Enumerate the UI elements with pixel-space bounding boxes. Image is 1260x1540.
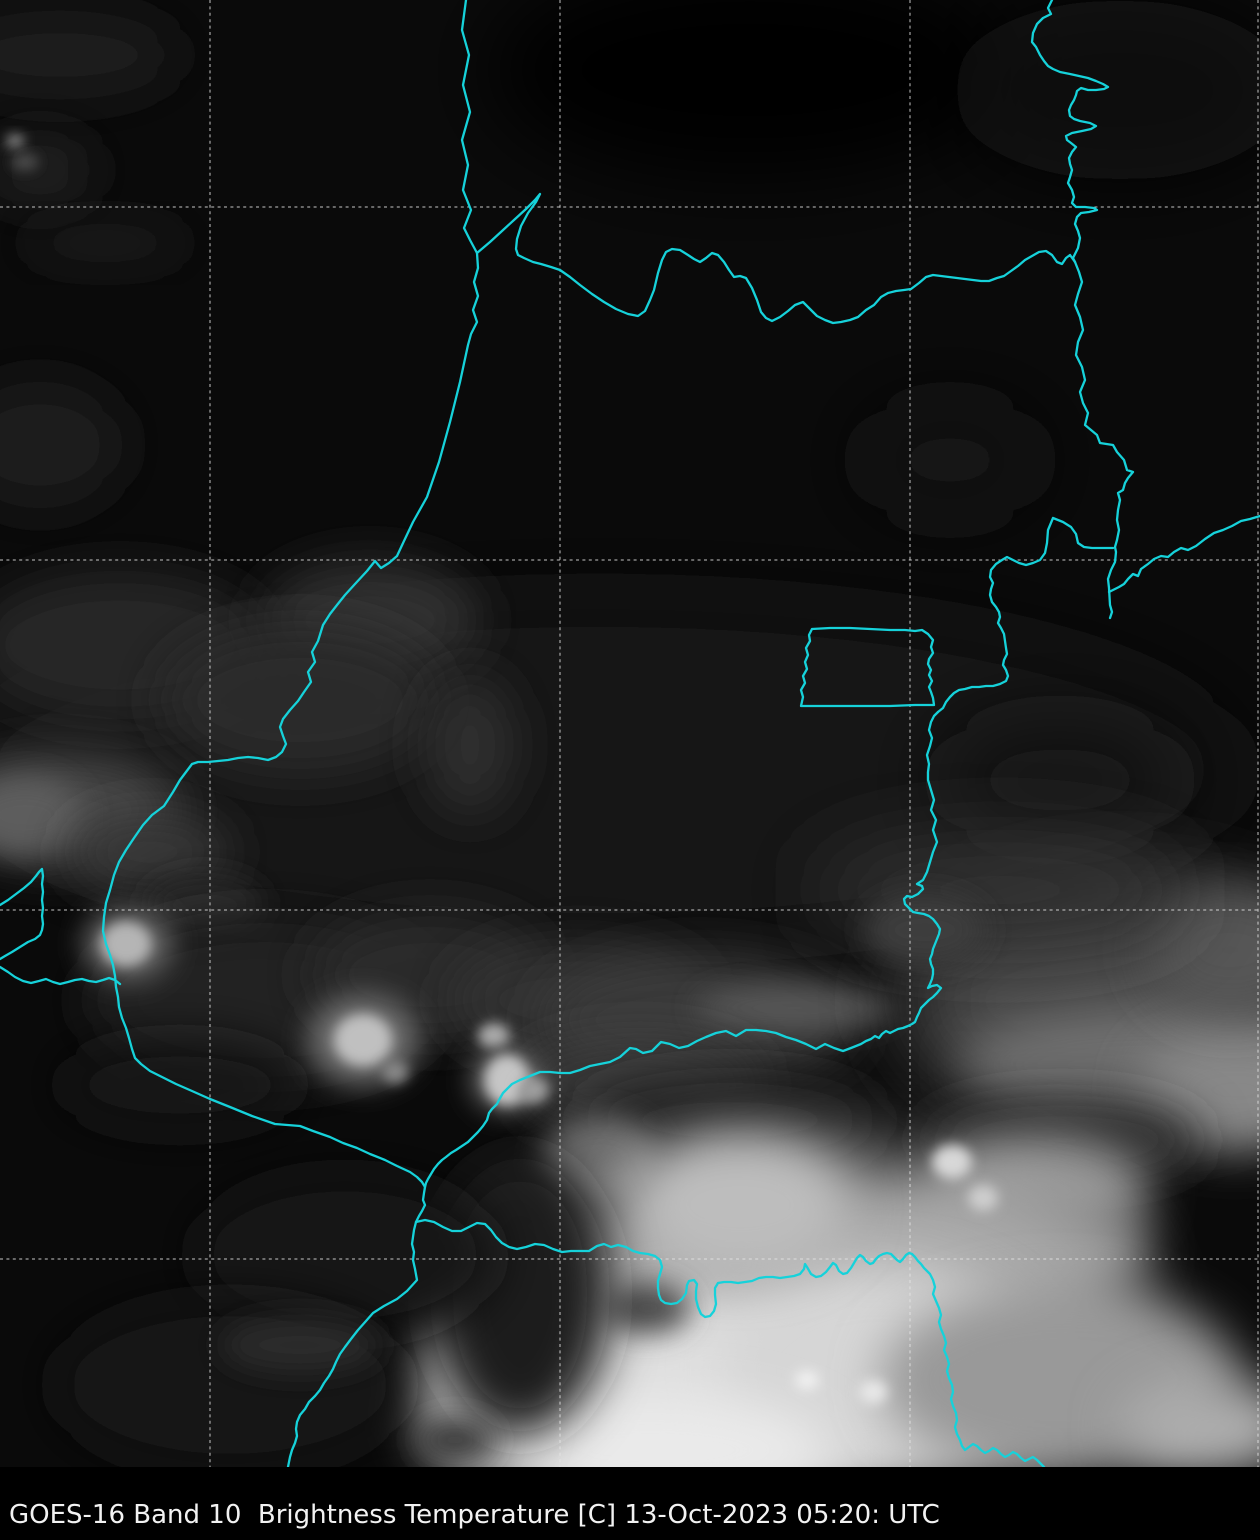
country-border-north xyxy=(475,192,1077,325)
left-claw-border xyxy=(0,867,45,961)
cloud-blob xyxy=(6,134,24,148)
river-border xyxy=(414,1218,1046,1467)
cloud-blob xyxy=(695,986,895,1030)
cloud-cell xyxy=(478,1023,510,1049)
cloud-notch xyxy=(415,1418,495,1462)
country-border-right-exit xyxy=(1107,514,1260,594)
cloud-blob xyxy=(0,135,95,205)
cloud-blob xyxy=(1145,885,1260,1015)
cloud-blob xyxy=(865,895,985,965)
cloud-cell xyxy=(968,1185,998,1211)
state-boundary-box xyxy=(799,626,936,708)
border-overlay xyxy=(0,0,1260,1467)
cloud-blob xyxy=(220,1317,380,1373)
cloud-blob xyxy=(70,814,230,890)
cloud-blob xyxy=(20,227,190,259)
cloud-blob xyxy=(425,675,515,815)
country-border-box-connector xyxy=(936,516,1115,714)
cloud-blob xyxy=(11,153,39,171)
cloud-cell xyxy=(382,1061,408,1083)
cloud-blob xyxy=(0,777,85,853)
cloud-blob xyxy=(0,10,180,100)
cloud-cell xyxy=(795,1370,819,1390)
cloud-cell xyxy=(859,1380,887,1404)
left-wavy-border xyxy=(0,965,122,986)
country-border-west xyxy=(101,0,480,1467)
country-border-east xyxy=(1030,0,1135,620)
cloud-field xyxy=(0,0,1260,1467)
cloud-cell xyxy=(101,922,151,966)
cloud-blob xyxy=(490,0,1010,180)
storm-dome xyxy=(630,1135,850,1275)
cloud-notch xyxy=(606,1282,690,1334)
cloud-blob xyxy=(0,380,125,510)
cloud-blob xyxy=(950,0,1260,180)
cloud-cell xyxy=(932,1145,972,1179)
country-border-southwest xyxy=(423,710,943,1189)
cloud-cell xyxy=(334,1014,392,1066)
cloud-blob xyxy=(1120,1380,1260,1467)
cloud-cell xyxy=(517,1077,549,1103)
cloud-blob xyxy=(860,405,1040,515)
latlon-gridlines xyxy=(0,0,1260,1467)
caption-bar xyxy=(0,1467,1260,1540)
caption-text: GOES-16 Band 10 Brightness Temperature [… xyxy=(9,1500,940,1530)
cloud-blob xyxy=(940,720,1180,840)
